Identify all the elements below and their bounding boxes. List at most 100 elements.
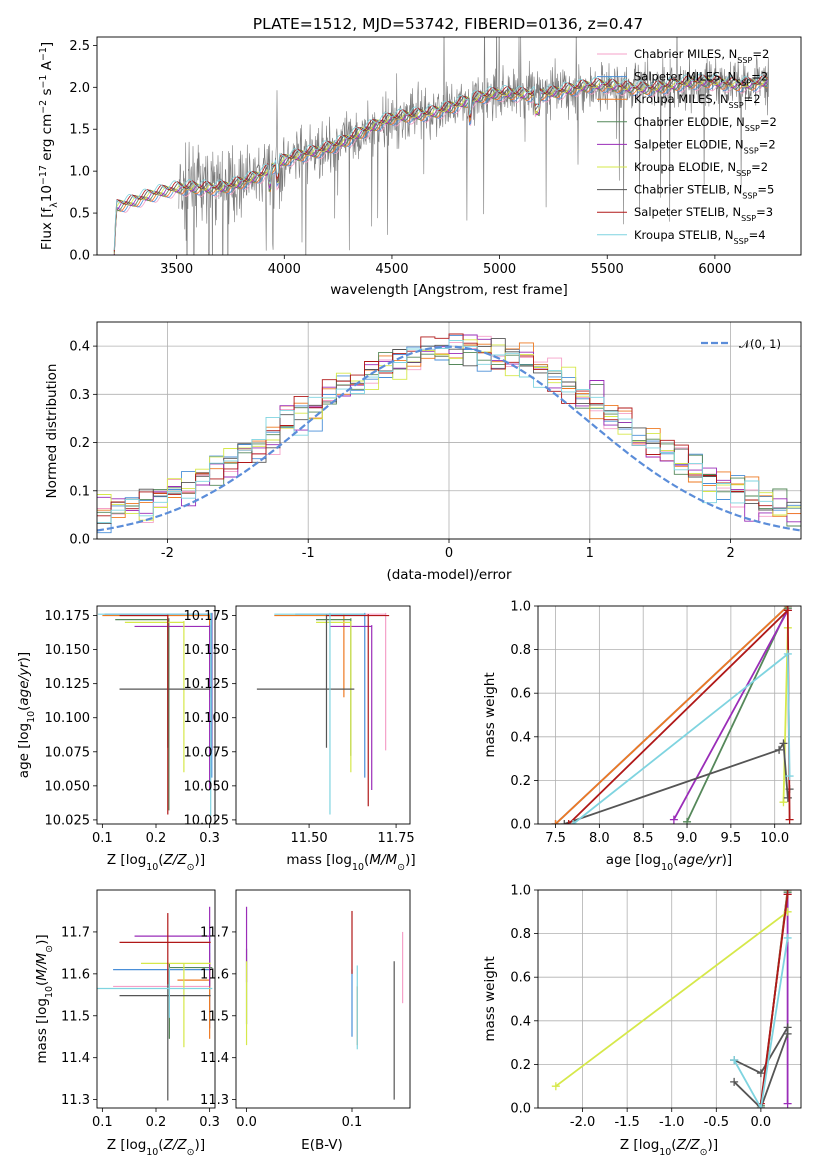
weight-marker [730,1056,739,1065]
weight-marker [775,745,784,754]
model-spectrum-line [113,78,769,255]
errorbar-point [316,618,352,756]
y-axis-label: mass weight [482,672,498,757]
x-axis-label: age [log10(age/yr)] [606,852,732,873]
y-tick-label: 0.0 [510,818,531,833]
errorbar-point [134,906,211,987]
gaussian-curve [97,345,801,532]
x-tick-label: 5000 [483,262,516,277]
x-tick-label: 11.50 [290,831,327,846]
y-tick-label: 10.175 [45,609,91,624]
histogram-series [97,351,801,527]
x-tick-label: 11.75 [377,831,414,846]
legend-entry: Kroupa ELODIE, NSSP=2 [634,160,768,178]
x-tick-label: 5500 [591,262,624,277]
errorbar-point [115,618,170,811]
errorbar-point [97,967,213,1018]
x-axis-label: E(B-V) [301,1137,343,1153]
errorbar-point [119,614,169,815]
axes-frame [96,889,216,1109]
x-tick-label: 0.3 [199,1115,220,1130]
plot-area [551,606,794,824]
y-axis-label: Flux [fλ10−17 erg cm−2 s−1 A−1] [38,42,60,250]
y-tick-label: 0.2 [510,1058,531,1073]
axes-frame [235,605,411,825]
weight-line [760,894,789,1104]
y-tick-label: 2.0 [69,81,90,96]
y-axis-label: mass weight [482,956,498,1041]
errorbar-point [98,612,212,816]
y-tick-label: 0.5 [69,207,90,222]
panel-mass-vs-Z: 0.1 0.2 0.3 11.3 11.4 11.5 11.6 11.7 Z [log10(Z/… [34,889,220,1158]
axes-frame [96,321,802,540]
weight-marker [783,606,792,615]
x-tick-label: -1.0 [659,1115,684,1130]
y-tick-label: 1.5 [69,123,90,138]
grid [538,605,801,825]
y-tick-label: 0.6 [510,971,531,986]
y-tick-label: 11.6 [61,967,90,982]
weight-marker [560,820,569,824]
weight-marker [669,815,678,824]
legend: Chabrier MILES, NSSP=2 Salpeter MILES, NS… [597,47,777,245]
weight-marker [783,933,792,942]
weight-marker [779,798,788,807]
y-tick-label: 10.075 [184,745,230,760]
y-tick-label: 1.0 [510,600,531,615]
y-tick-label: 10.100 [184,711,230,726]
x-tick-label: 2 [726,546,734,561]
model-spectrum-line [113,79,769,255]
x-tick-label: 10.0 [760,831,789,846]
y-tick-label: 0.8 [510,927,531,942]
errorbar-point [140,962,211,1048]
y-tick-label: 10.100 [45,711,91,726]
x-tick-label: -1 [302,546,315,561]
y-tick-label: 10.150 [45,643,91,658]
x-tick-label: 4000 [268,262,301,277]
legend-entry: Chabrier MILES, NSSP=2 [634,47,769,65]
plot-area [98,612,213,816]
errorbar-point [274,612,365,815]
x-tick-label: 0.0 [751,1115,772,1130]
y-tick-label: 10.125 [184,677,230,692]
data-spectrum-line [178,37,769,255]
panel-residuals: -2 -1 0 1 2 0.0 0.1 0.2 0.3 0.4 𝒩(0, 1) (data-model… [44,321,802,583]
weight-marker [785,772,794,781]
x-tick-label: 7.5 [545,831,566,846]
plot-area [256,612,390,815]
x-tick-label: -0.5 [704,1115,729,1130]
y-tick-label: 10.150 [184,643,230,658]
x-axis-label: wavelength [Angstrom, rest frame] [330,282,568,298]
errorbar-point [316,620,352,773]
panel-spectrum: 3500 4000 4500 5000 5500 6000 0.0 0.5 1.0 1.5 2.0 2… [38,36,802,298]
errorbar-point [113,952,211,1029]
panel-age-vs-Z: 0.1 0.2 0.3 10.025 10.050 10.075 10.100 10.125 1… [16,605,220,873]
weight-line [555,911,789,1087]
x-tick-label: 8.0 [589,831,610,846]
x-tick-label: -1.5 [614,1115,639,1130]
errorbar-point [134,625,211,790]
histogram-series [97,339,801,524]
weight-line [733,937,789,1108]
errorbar-point [119,913,211,985]
y-tick-label: 11.3 [61,1093,90,1108]
panel-weight-vs-Z: -2.0 -1.5 -1.0 -0.5 0.0 0.0 0.2 0.4 0.6 0.8 1.0 Z [… [482,884,802,1158]
x-tick-label: 0.1 [342,1115,363,1130]
errorbar-point [119,970,211,1101]
weight-marker [785,815,794,824]
y-tick-label: 0.0 [69,249,90,264]
errorbar-point [124,620,185,773]
x-tick-label: 9.0 [677,831,698,846]
x-axis-label: Z [log10(Z/Z⊙)] [107,852,205,873]
axes-frame [96,36,802,256]
y-tick-label: 11.6 [200,967,229,982]
weight-marker [551,820,560,824]
y-tick-label: 0.6 [510,687,531,702]
weight-marker [783,1023,792,1032]
x-tick-label: 0.1 [92,1115,113,1130]
model-spectrum-line [113,74,769,252]
y-axis-label: Normed distribution [44,364,60,499]
legend-entry: Salpeter ELODIE, NSSP=2 [634,137,776,155]
y-tick-label: 11.5 [61,1009,90,1024]
